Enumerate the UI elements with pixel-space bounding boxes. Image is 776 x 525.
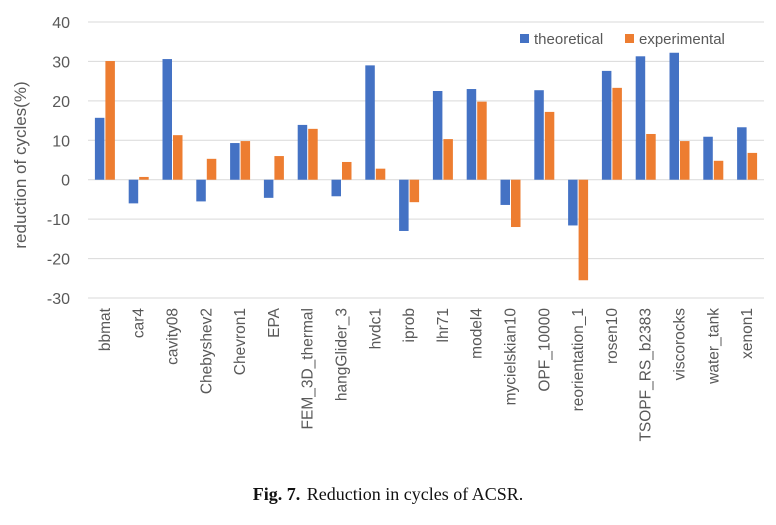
figure-caption-text: Reduction in cycles of ACSR. [306, 484, 524, 504]
bar-theoretical [297, 124, 308, 180]
y-tick-label: 0 [61, 173, 70, 190]
bar-experimental [139, 176, 149, 180]
bar-experimental [375, 168, 386, 180]
x-tick-label: EPA [266, 307, 283, 338]
bar-experimental [105, 61, 115, 180]
x-tick-label: water_tank [705, 308, 722, 385]
x-tick-label: xenon1 [739, 308, 756, 359]
bar-experimental [713, 160, 724, 180]
bar-experimental [206, 158, 217, 180]
legend-swatch-theoretical [520, 34, 529, 43]
bar-experimental [680, 141, 690, 180]
figure-caption: Fig. 7. Reduction in cycles of ACSR. [0, 485, 776, 503]
legend-label-experimental: experimental [639, 31, 725, 48]
legend-swatch-experimental [625, 34, 634, 43]
bar-experimental [342, 161, 352, 180]
figure-label: Fig. 7. [252, 484, 301, 504]
x-tick-label: bbmat [97, 307, 114, 351]
x-tick-label: viscorocks [672, 308, 689, 381]
bar-theoretical [230, 143, 240, 180]
bar-experimental [544, 111, 555, 180]
bar-theoretical [432, 91, 443, 180]
x-tick-label: model4 [469, 308, 486, 359]
bar-theoretical [365, 65, 375, 180]
x-tick-label: reorientation_1 [570, 308, 587, 411]
x-tick-label: OPF_10000 [536, 308, 553, 392]
y-tick-label: -20 [47, 252, 70, 269]
bar-experimental [308, 128, 318, 180]
bar-theoretical [466, 89, 477, 180]
y-tick-label: -30 [47, 291, 70, 308]
x-tick-label: Chevron1 [232, 308, 249, 375]
bar-experimental [274, 156, 284, 180]
bar-theoretical [263, 179, 274, 198]
bar-experimental [173, 135, 183, 180]
bar-theoretical [568, 179, 578, 226]
bar-theoretical [94, 117, 105, 180]
y-axis-label: reduction of cycles(%) [11, 81, 30, 248]
bar-theoretical [500, 179, 510, 205]
legend: theoretical experimental [520, 31, 725, 48]
x-tick-label: rosen10 [604, 308, 621, 364]
y-tick-label: -10 [47, 212, 70, 229]
bar-experimental [240, 141, 251, 180]
x-tick-label: FEM_3D_thermal [300, 308, 317, 429]
y-tick-label: 20 [52, 94, 70, 111]
bar-theoretical [331, 179, 341, 197]
y-tick-label: 30 [52, 54, 70, 71]
bar-experimental [612, 87, 622, 180]
x-tick-label: TSOPF_RS_b2383 [638, 308, 655, 442]
bar-experimental [443, 139, 453, 180]
bar-experimental [511, 179, 521, 228]
bar-theoretical [635, 56, 646, 180]
bar-theoretical [534, 90, 544, 180]
y-tick-labels: -30 -20 -10 0 10 20 30 40 [47, 15, 70, 308]
x-tick-labels: bbmat car4 cavity08 Chebyshev2 Chevron1 EPA FE… [97, 307, 756, 441]
x-tick-label: lhr71 [435, 308, 452, 342]
bar-theoretical [669, 52, 679, 180]
x-tick-label: hvdc1 [367, 308, 384, 349]
bar-theoretical [196, 179, 206, 202]
bar-experimental [409, 179, 420, 203]
y-tick-label: 40 [52, 15, 70, 32]
x-tick-label: mycielskian10 [503, 308, 520, 406]
bar-experimental [578, 179, 589, 281]
y-tick-label: 10 [52, 133, 70, 150]
bar-theoretical [128, 179, 139, 204]
x-tick-label: cavity08 [165, 308, 182, 365]
x-tick-label: hangGlider_3 [334, 308, 351, 401]
bar-experimental [477, 101, 487, 180]
x-tick-label: iprob [401, 308, 418, 342]
bars [94, 52, 758, 281]
bar-theoretical [737, 127, 747, 180]
x-tick-label: car4 [131, 308, 148, 339]
legend-label-theoretical: theoretical [534, 31, 603, 48]
bar-theoretical [399, 179, 409, 231]
bar-theoretical [703, 136, 713, 180]
bar-theoretical [162, 59, 172, 180]
bar-experimental [646, 133, 656, 180]
x-tick-label: Chebyshev2 [198, 308, 215, 394]
gridlines [88, 21, 764, 299]
bar-theoretical [601, 70, 612, 180]
bar-experimental [747, 152, 758, 180]
